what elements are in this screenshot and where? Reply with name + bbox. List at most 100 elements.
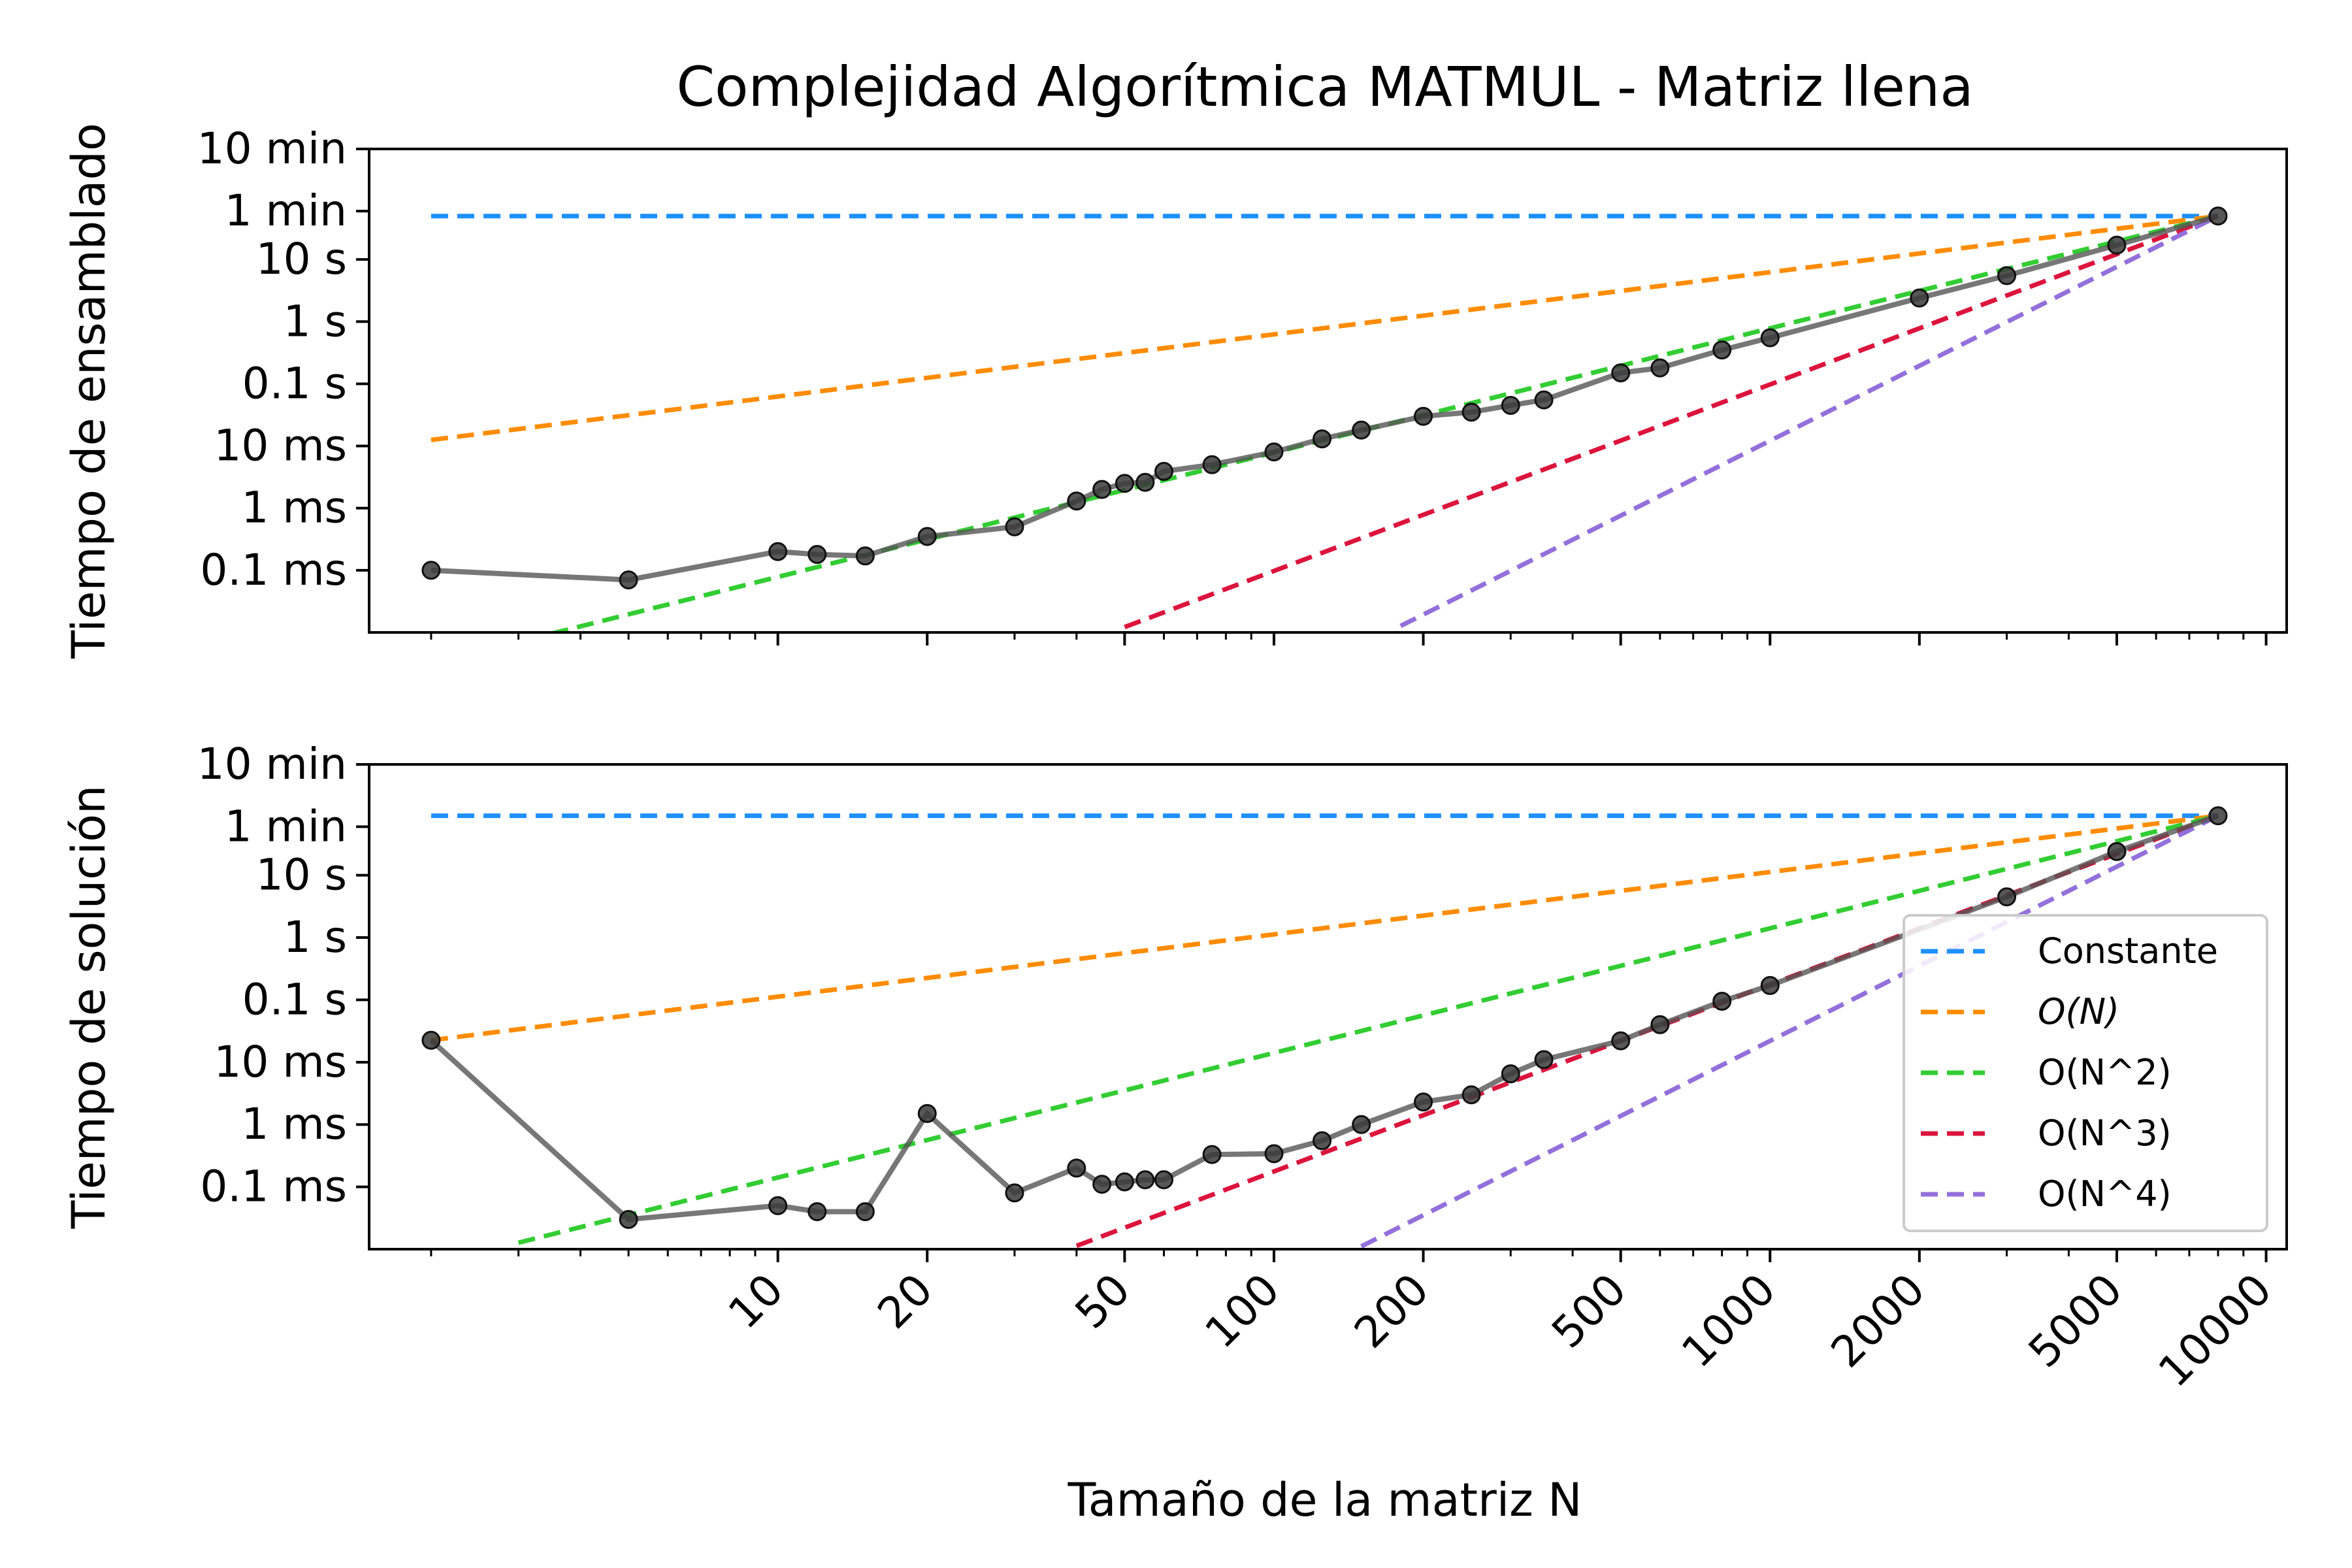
data-point [917,527,937,546]
x-tick-label: 10 [719,1264,793,1339]
x-tick-label: 200 [1345,1264,1439,1358]
legend: Constante O(N) O(N^2) O(N^3) O(N^4) [1903,914,2268,1232]
x-tick-label: 2000 [1821,1264,1935,1377]
x-tick-label: 500 [1542,1264,1636,1358]
data-point [421,1030,441,1050]
reference-line-o-n- [431,813,2219,1043]
top-panel: 0.1 ms 1 ms 10 ms 0.1 s 1 s 10 s1 min 10 min Ti… [62,123,2288,659]
y-tick-label: 0.1 s [242,358,347,408]
y-tick-label: 10 s [256,850,347,900]
x-axis-label: Tamaño de la matriz N [1067,1473,1582,1527]
x-tick-label: 20 [868,1264,943,1339]
axes-frame [368,148,2288,634]
y-tick-label: 10 min [197,123,347,174]
data-point [1264,442,1284,462]
data-point [1313,1131,1332,1151]
data-line [431,213,2219,583]
data-point [1092,1175,1112,1194]
x-tick-label: 10000 [2149,1264,2281,1397]
y-tick-label: 0.1 s [242,974,347,1024]
reference-line-o-n- [431,214,2219,442]
data-point [1135,472,1155,492]
data-point [1534,390,1554,410]
data-point [1611,363,1631,383]
y-tick-label: 1 s [284,912,347,962]
y-tick-label: 10 ms [214,1037,347,1087]
data-point [1352,420,1371,440]
data-point [1352,1115,1371,1134]
data-point [1997,887,2017,907]
legend-label: O(N^3) [2038,1113,2172,1154]
y-tick-label: 1 min [225,186,347,236]
data-point [1650,1015,1670,1034]
data-point [1997,266,2017,286]
data-point [1760,975,1780,995]
data-point [1910,288,1929,308]
data-point [1712,992,1732,1011]
chart-title: Complejidad Algorítmica MATMUL - Matriz … [676,55,1973,119]
reference-line-o-n-4- [1360,813,2219,1249]
data-point [1005,517,1024,536]
data-point [1462,1085,1481,1105]
legend-box [1903,914,2268,1232]
data-point [619,570,638,590]
data-point [1067,491,1086,511]
data-point [1154,461,1173,481]
data-point [2107,235,2127,255]
reference-line-o-n-3- [1124,214,2219,630]
data-point [1534,1050,1554,1070]
data-point [808,1202,827,1222]
data-point [917,1103,937,1123]
y-tick-label: 10 s [256,234,347,284]
data-point [768,1196,788,1215]
data-point [1115,474,1134,493]
data-point [619,1209,638,1229]
legend-label: O(N^4) [2038,1173,2172,1215]
data-point [1092,480,1112,499]
data-point [1414,406,1433,426]
data-point [808,545,827,564]
x-tick-label: 1000 [1672,1264,1785,1377]
y-axis-label: Tiempo de solución [62,785,116,1230]
y-tick-label: 1 ms [241,1099,347,1149]
legend-label: O(N) [2038,991,2119,1032]
data-point [2208,806,2228,826]
y-tick-label: 0.1 ms [200,545,347,595]
data-point [1202,455,1222,474]
data-point [1462,402,1481,422]
data-point [1005,1183,1024,1203]
data-point [2107,841,2127,861]
legend-label: O(N^2) [2038,1052,2172,1093]
reference-line-o-n-2- [517,813,2219,1245]
data-point [1414,1092,1433,1112]
legend-label: Constante [2038,930,2218,972]
data-point [1313,429,1332,449]
axes-frame [368,763,2288,1250]
data-point [1760,328,1780,348]
data-point [1611,1031,1631,1051]
y-tick-label: 1 min [225,801,347,851]
data-point [855,546,875,566]
y-tick-label: 0.1 ms [200,1162,347,1212]
data-point [855,1202,875,1222]
data-point [1202,1145,1222,1164]
data-point [1712,340,1732,360]
data-point [421,561,441,580]
y-tick-label: 1 s [284,296,347,346]
data-point [1264,1144,1284,1164]
data-point [1650,358,1670,378]
data-point [1067,1158,1086,1178]
y-tick-label: 10 ms [214,421,347,471]
reference-line-o-n-4- [1399,214,2219,629]
data-point [1501,395,1520,415]
x-tick-label: 5000 [2019,1264,2132,1377]
data-point [1501,1064,1520,1084]
data-point [768,542,788,561]
data-point [1154,1170,1173,1190]
data-point [1135,1170,1155,1190]
y-axis-label: Tiempo de ensamblado [62,123,116,659]
x-tick-label: 50 [1066,1264,1140,1339]
data-point [1115,1172,1134,1192]
y-tick-label: 10 min [197,739,347,789]
